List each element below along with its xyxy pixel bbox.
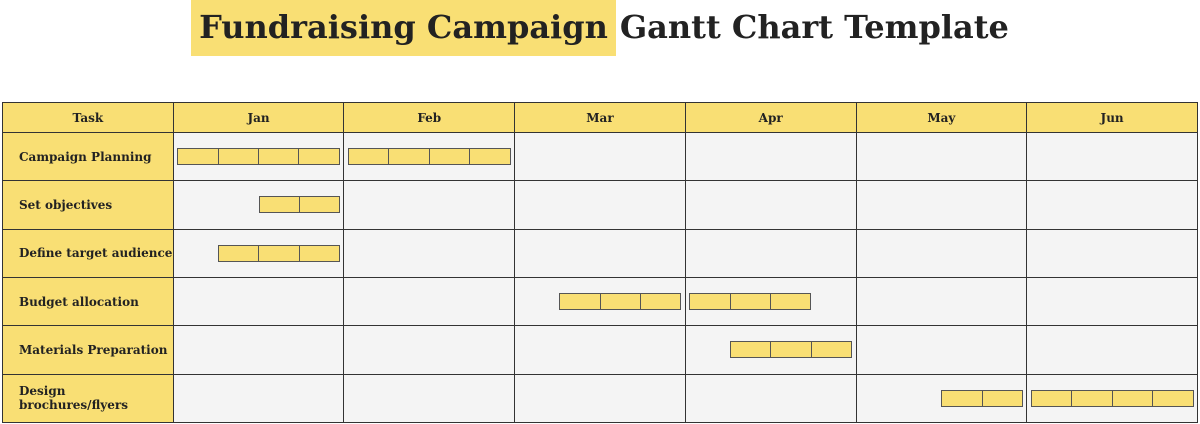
month-header: May [855, 102, 1028, 133]
timeline-cell [343, 325, 516, 375]
timeline-cell [343, 276, 516, 327]
timeline-cell [514, 131, 686, 182]
month-header: Jun [1026, 102, 1198, 133]
gantt-chart: Task Jan Feb Mar Apr May Jun Campaign Pl… [2, 102, 1198, 424]
timeline-cell [514, 373, 686, 424]
timeline-cell [684, 325, 857, 375]
timeline-cell [343, 373, 516, 424]
task-row: Campaign Planning [2, 131, 1198, 182]
task-column-header: Task [2, 102, 174, 133]
page-title: Fundraising Campaign Gantt Chart Templat… [0, 0, 1200, 56]
title-highlight: Fundraising Campaign [191, 0, 616, 56]
timeline-cell [855, 325, 1028, 375]
timeline-cell [1026, 228, 1198, 278]
month-header: Mar [514, 102, 686, 133]
task-row: Set objectives [2, 180, 1198, 230]
timeline-cell [172, 276, 345, 327]
timeline-cell [855, 180, 1028, 230]
timeline-cell [172, 325, 345, 375]
task-row: Budget allocation [2, 276, 1198, 327]
timeline-cell [855, 131, 1028, 182]
timeline-cell [1026, 276, 1198, 327]
timeline-cell [684, 373, 857, 424]
timeline-cell [855, 276, 1028, 327]
timeline-cell [172, 228, 345, 278]
month-header: Feb [343, 102, 516, 133]
task-row: Materials Preparation [2, 325, 1198, 375]
gantt-grid: Task Jan Feb Mar Apr May Jun Campaign Pl… [2, 102, 1198, 424]
timeline-cell [684, 228, 857, 278]
timeline-cell [172, 373, 345, 424]
timeline-cell [1026, 131, 1198, 182]
timeline-cell [1026, 180, 1198, 230]
timeline-cell [514, 180, 686, 230]
timeline-cell [343, 180, 516, 230]
timeline-cell [684, 131, 857, 182]
timeline-cell [514, 228, 686, 278]
task-row: Design brochures/flyers [2, 373, 1198, 424]
timeline-cell [684, 276, 857, 327]
task-label: Materials Preparation [2, 325, 174, 375]
timeline-cell [172, 131, 345, 182]
timeline-cell [343, 228, 516, 278]
task-row: Define target audience [2, 228, 1198, 278]
timeline-cell [343, 131, 516, 182]
timeline-cell [1026, 373, 1198, 424]
title-rest: Gantt Chart Template [619, 8, 1009, 46]
timeline-cell [514, 325, 686, 375]
timeline-cell [1026, 325, 1198, 375]
timeline-cell [855, 373, 1028, 424]
task-label: Budget allocation [2, 276, 174, 327]
timeline-cell [684, 180, 857, 230]
timeline-cell [855, 228, 1028, 278]
task-label: Define target audience [2, 228, 174, 278]
task-label: Design brochures/flyers [2, 373, 174, 424]
task-label: Set objectives [2, 180, 174, 230]
timeline-cell [514, 276, 686, 327]
task-label: Campaign Planning [2, 131, 174, 182]
month-header: Apr [684, 102, 857, 133]
timeline-cell [172, 180, 345, 230]
month-header: Jan [172, 102, 345, 133]
